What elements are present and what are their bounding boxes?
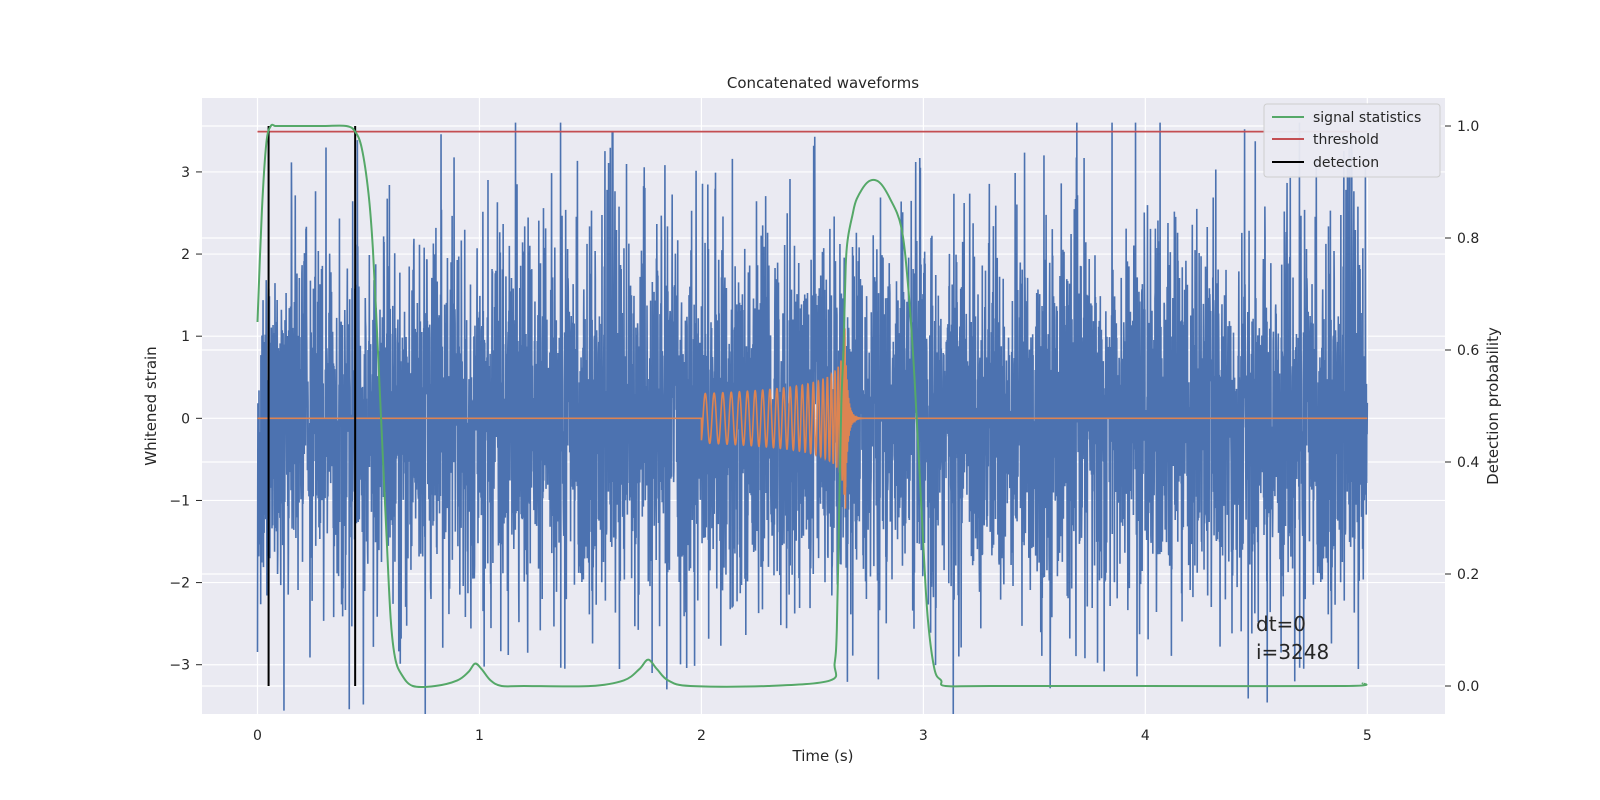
- noise-series-line: [256, 122, 1369, 714]
- x-tick-label: 3: [919, 728, 928, 744]
- x-axis-label: Time (s): [792, 747, 854, 765]
- x-tick-label: 1: [475, 728, 484, 744]
- y-left-tick-label: 2: [181, 247, 190, 263]
- annotation-dt: dt=0: [1256, 612, 1306, 636]
- y-left-tick-label: −3: [169, 658, 190, 674]
- y-right-tick-label: 0.8: [1457, 231, 1479, 247]
- y-right-tick-label: 0.6: [1457, 343, 1479, 359]
- tick-labels: 0 1 2 3 4 5 −3 −2 −1 0 1 2 3 0.0 0.2 0.4 0.6 0.8 1.0: [169, 119, 1479, 744]
- legend-label-detection: detection: [1313, 155, 1379, 171]
- x-tick-label: 4: [1141, 728, 1150, 744]
- y-axis-label-right: Detection probability: [1484, 327, 1502, 485]
- signal-statistics-line: [256, 123, 1368, 689]
- legend: signal statistics threshold detection: [1263, 103, 1441, 178]
- y-left-tick-label: −1: [169, 493, 190, 509]
- annotation-i: i=3248: [1256, 640, 1329, 664]
- y-left-tick-label: −2: [169, 576, 190, 592]
- x-tick-label: 5: [1363, 728, 1372, 744]
- y-right-tick-label: 0.0: [1457, 679, 1479, 695]
- y-left-tick-label: 0: [181, 411, 190, 427]
- legend-label-threshold: threshold: [1313, 132, 1379, 148]
- chart-title: Concatenated waveforms: [727, 74, 919, 92]
- x-tick-label: 0: [253, 728, 262, 744]
- y-right-tick-label: 0.4: [1457, 455, 1479, 471]
- y-right-tick-label: 1.0: [1457, 119, 1479, 135]
- legend-label-signal-statistics: signal statistics: [1313, 110, 1421, 126]
- y-left-tick-label: 3: [181, 165, 190, 181]
- y-axis-label-left: Whitened strain: [142, 346, 160, 465]
- legend-box: [1263, 103, 1441, 178]
- y-left-tick-label: 1: [181, 329, 190, 345]
- y-right-tick-label: 0.2: [1457, 567, 1479, 583]
- chirp-series-line: [257, 328, 1368, 509]
- x-tick-label: 2: [697, 728, 706, 744]
- plot-marks: [256, 122, 1369, 714]
